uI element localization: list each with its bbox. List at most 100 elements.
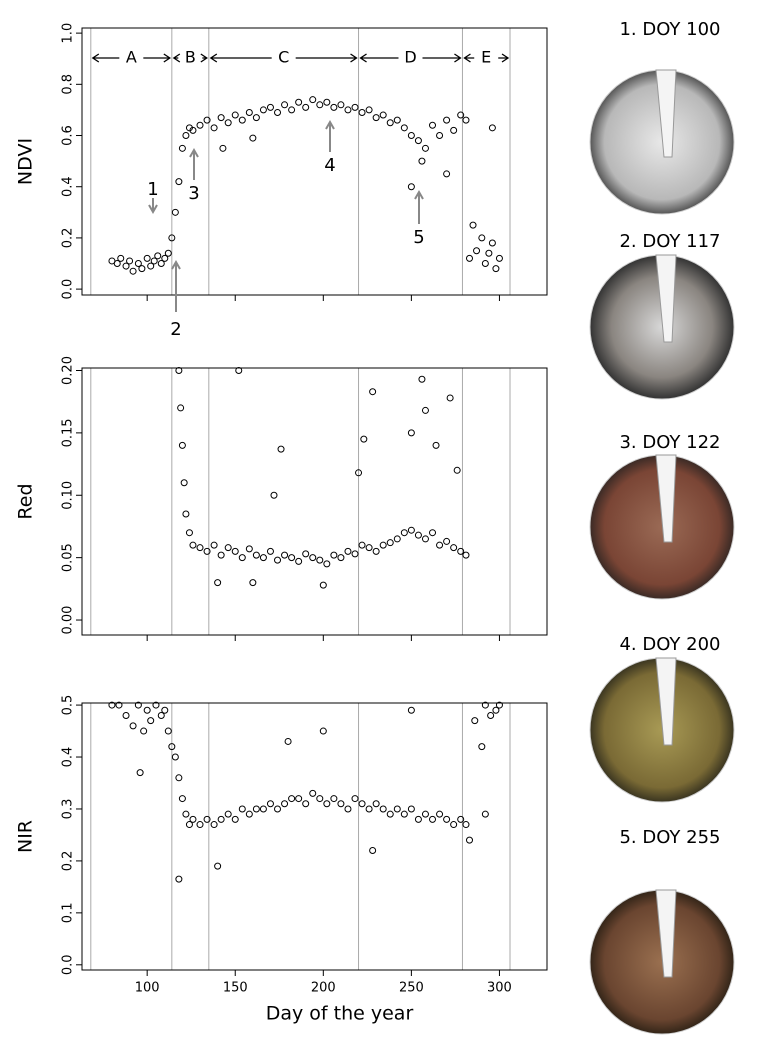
plot-box (81, 27, 548, 296)
data-point (316, 101, 324, 109)
data-point (337, 800, 345, 808)
y-tick-label: 0.4 (61, 176, 76, 197)
data-point (182, 132, 190, 140)
data-point (393, 116, 401, 124)
data-point (360, 435, 368, 443)
data-point (140, 727, 148, 735)
data-point (143, 706, 151, 714)
data-point (185, 529, 193, 537)
y-tick-label: 0.5 (61, 695, 76, 716)
data-point (113, 260, 121, 268)
data-point (432, 441, 440, 449)
data-point (407, 429, 415, 437)
data-point (270, 491, 278, 499)
data-point (471, 717, 479, 725)
data-point (196, 544, 204, 552)
data-point (495, 701, 503, 709)
data-point (288, 795, 296, 803)
data-point (330, 103, 338, 111)
data-point (164, 249, 172, 257)
data-point (450, 821, 458, 829)
data-point (168, 743, 176, 751)
data-point (281, 800, 289, 808)
y-axis-label: Red (15, 483, 37, 519)
data-point (421, 810, 429, 818)
data-point (457, 111, 465, 119)
period-label: E (481, 48, 491, 67)
photo-tower (655, 69, 677, 158)
data-point (203, 547, 211, 555)
photo-tower (655, 254, 677, 343)
data-point (259, 805, 267, 813)
data-point (344, 547, 352, 555)
data-point (450, 126, 458, 134)
data-point (252, 805, 260, 813)
data-point (177, 404, 185, 412)
data-point (152, 701, 160, 709)
photo-caption: 2. DOY 117 (619, 231, 720, 252)
photo-tower (655, 657, 677, 746)
data-point (473, 247, 481, 255)
data-point (344, 106, 352, 114)
data-point (379, 541, 387, 549)
data-point (372, 800, 380, 808)
annotation-label: 5 (413, 227, 424, 248)
data-point (164, 727, 172, 735)
data-point (252, 551, 260, 559)
y-tick-label: 0.3 (61, 799, 76, 820)
data-point (147, 262, 155, 270)
data-point (274, 805, 282, 813)
x-tick-label: 300 (487, 981, 512, 996)
data-point (400, 124, 408, 132)
data-point (358, 541, 366, 549)
period-arrow (359, 53, 462, 63)
data-point (365, 544, 373, 552)
data-point (182, 810, 190, 818)
data-point (488, 124, 496, 132)
data-point (386, 119, 394, 127)
data-point (319, 581, 327, 589)
x-tick-label: 150 (223, 981, 248, 996)
data-point (372, 547, 380, 555)
data-point (108, 701, 116, 709)
data-point (414, 137, 422, 145)
data-point (231, 815, 239, 823)
y-tick-label: 0.4 (61, 747, 76, 768)
data-point (295, 98, 303, 106)
data-point (446, 394, 454, 402)
data-point (302, 103, 310, 111)
plot-box (81, 367, 548, 636)
data-point (168, 234, 176, 242)
data-point (344, 805, 352, 813)
data-point (196, 821, 204, 829)
photo-tower (655, 889, 677, 978)
data-point (443, 116, 451, 124)
data-point (129, 267, 137, 275)
data-point (400, 529, 408, 537)
data-point (487, 711, 495, 719)
x-tick-label: 200 (311, 981, 336, 996)
data-point (429, 121, 437, 129)
y-tick-label: 0.8 (61, 74, 76, 95)
data-point (238, 554, 246, 562)
data-point (393, 805, 401, 813)
data-point (316, 795, 324, 803)
data-point (418, 375, 426, 383)
data-point (457, 815, 465, 823)
data-point (134, 260, 142, 268)
data-point (407, 183, 415, 191)
data-point (266, 547, 274, 555)
data-point (450, 544, 458, 552)
data-point (189, 126, 197, 134)
period-label: C (278, 48, 289, 67)
data-point (147, 717, 155, 725)
y-tick-label: 0.05 (61, 543, 76, 572)
data-point (443, 815, 451, 823)
data-point (365, 805, 373, 813)
annotation-label: 3 (188, 183, 199, 204)
data-point (407, 526, 415, 534)
data-point (281, 551, 289, 559)
y-tick-label: 0.0 (61, 279, 76, 300)
y-tick-label: 0.20 (61, 356, 76, 385)
data-point (481, 260, 489, 268)
